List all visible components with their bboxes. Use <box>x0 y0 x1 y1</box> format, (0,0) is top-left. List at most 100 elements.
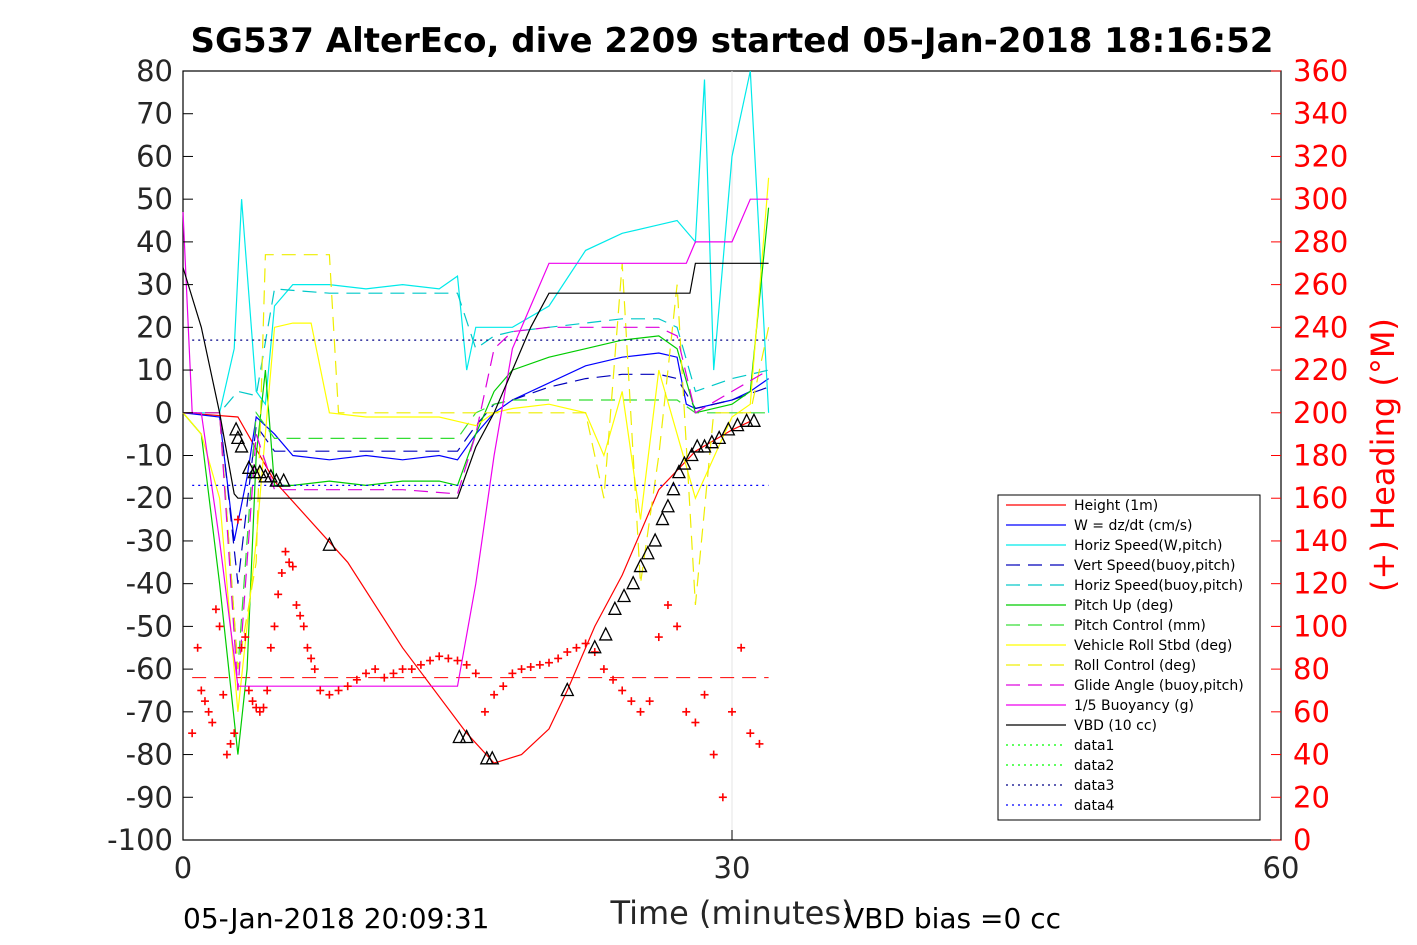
heading-marker <box>237 643 246 652</box>
vbd-triangle-marker <box>269 472 284 487</box>
left-tick-label: -40 <box>126 567 173 601</box>
legend-entry-label: 1/5 Buoyancy (g) <box>1074 698 1194 714</box>
heading-marker <box>581 639 590 648</box>
vbd-triangle-marker <box>452 729 467 744</box>
heading-marker <box>248 697 257 706</box>
heading-marker <box>299 622 308 631</box>
heading-marker <box>718 793 727 802</box>
heading-marker <box>343 682 352 691</box>
legend-box <box>997 494 1261 821</box>
heading-marker <box>554 654 563 663</box>
vbd-triangle-marker <box>739 412 754 427</box>
vbd-triangle-marker <box>712 429 727 445</box>
heading-marker <box>572 643 581 652</box>
heading-marker <box>259 703 268 712</box>
right-tick-label: 280 <box>1293 225 1348 259</box>
vbd-triangle-marker <box>666 481 681 496</box>
heading-marker <box>230 729 239 738</box>
heading-marker <box>645 697 654 706</box>
left-tick-label: -80 <box>126 738 173 772</box>
legend-entry-label: data4 <box>1074 798 1115 814</box>
right-tick-label: 20 <box>1293 780 1330 814</box>
series-line <box>183 70 770 414</box>
left-tick-label: 0 <box>155 396 173 430</box>
vbd-triangle-marker <box>276 472 291 487</box>
vbd-triangle-marker <box>459 729 474 744</box>
heading-marker <box>508 669 517 678</box>
heading-marker <box>599 665 608 674</box>
heading-marker <box>691 718 700 727</box>
right-tick-label: 180 <box>1293 439 1348 473</box>
right-tick-label: 260 <box>1293 268 1348 302</box>
heading-marker <box>266 643 275 652</box>
heading-marker <box>663 601 672 610</box>
heading-marker <box>426 656 435 665</box>
heading-marker <box>746 729 755 738</box>
heading-marker <box>352 675 361 684</box>
x-tick-label: 30 <box>714 851 751 885</box>
x-axis-label: Time (minutes) <box>610 894 854 932</box>
legend: Height (1m) W = dz/dt (cm/s) Horiz Speed(W… <box>997 494 1261 821</box>
right-axis-ticks: 3603403203002802602402202001801601401201… <box>1271 54 1348 857</box>
legend-entry-label: VBD (10 cc) <box>1074 718 1157 734</box>
heading-marker <box>219 690 228 699</box>
right-tick-label: 300 <box>1293 182 1348 216</box>
heading-marker <box>627 697 636 706</box>
heading-marker <box>407 665 416 674</box>
legend-entry-label: Pitch Up (deg) <box>1074 598 1173 614</box>
heading-marker <box>277 568 286 577</box>
vbd-triangle-marker <box>626 575 641 590</box>
vbd-triangle-marker <box>697 438 712 453</box>
series-line <box>182 198 769 687</box>
heading-marker <box>517 665 526 674</box>
heading-marker <box>371 665 380 674</box>
vbd-triangle-marker <box>587 639 602 654</box>
heading-marker <box>307 654 316 663</box>
series-line <box>183 254 770 670</box>
heading-marker <box>636 707 645 716</box>
footer-vbd-bias: VBD bias =0 cc <box>845 902 1061 935</box>
heading-marker <box>197 686 206 695</box>
heading-marker <box>416 660 425 669</box>
legend-entry-label: Height (1m) <box>1074 498 1158 514</box>
heading-marker <box>535 660 544 669</box>
vbd-triangle-marker <box>746 412 762 427</box>
heading-marker <box>303 643 312 652</box>
heading-marker <box>263 686 272 695</box>
vbd-triangle-marker <box>690 438 705 453</box>
heading-marker <box>389 669 398 678</box>
vbd-triangle-marker <box>684 447 699 462</box>
heading-marker <box>490 690 499 699</box>
heading-marker <box>334 686 343 695</box>
left-tick-label: 20 <box>136 310 173 344</box>
heading-marker <box>296 611 305 620</box>
marker-layer <box>188 412 764 802</box>
vbd-triangle-marker <box>252 464 267 479</box>
legend-entry-label: Vehicle Roll Stbd (deg) <box>1074 638 1232 654</box>
heading-marker <box>188 729 197 738</box>
right-tick-label: 60 <box>1293 695 1330 729</box>
legend-entry-label: data3 <box>1074 778 1114 794</box>
heading-marker <box>728 707 736 716</box>
right-tick-label: 0 <box>1293 823 1311 857</box>
vbd-triangle-marker <box>230 429 245 445</box>
vbd-triangle-marker <box>485 750 500 765</box>
vbd-triangle-marker <box>671 464 686 479</box>
left-tick-label: -20 <box>126 481 173 515</box>
heading-marker <box>274 590 283 599</box>
heading-marker <box>211 605 220 614</box>
vbd-triangle-marker <box>633 558 648 573</box>
heading-marker <box>590 648 599 657</box>
chart-title: SG537 AlterEco, dive 2209 started 05-Jan… <box>191 21 1274 61</box>
heading-marker <box>310 665 319 674</box>
heading-marker <box>255 707 264 716</box>
footer-timestamp: 05-Jan-2018 20:09:31 <box>183 902 489 935</box>
vbd-triangle-marker <box>660 498 676 513</box>
vbd-triangle-marker <box>322 536 337 551</box>
heading-marker <box>462 660 471 669</box>
left-tick-label: -70 <box>126 695 173 729</box>
heading-marker <box>226 739 235 748</box>
left-tick-label: 50 <box>136 182 173 216</box>
heading-marker <box>285 558 294 567</box>
